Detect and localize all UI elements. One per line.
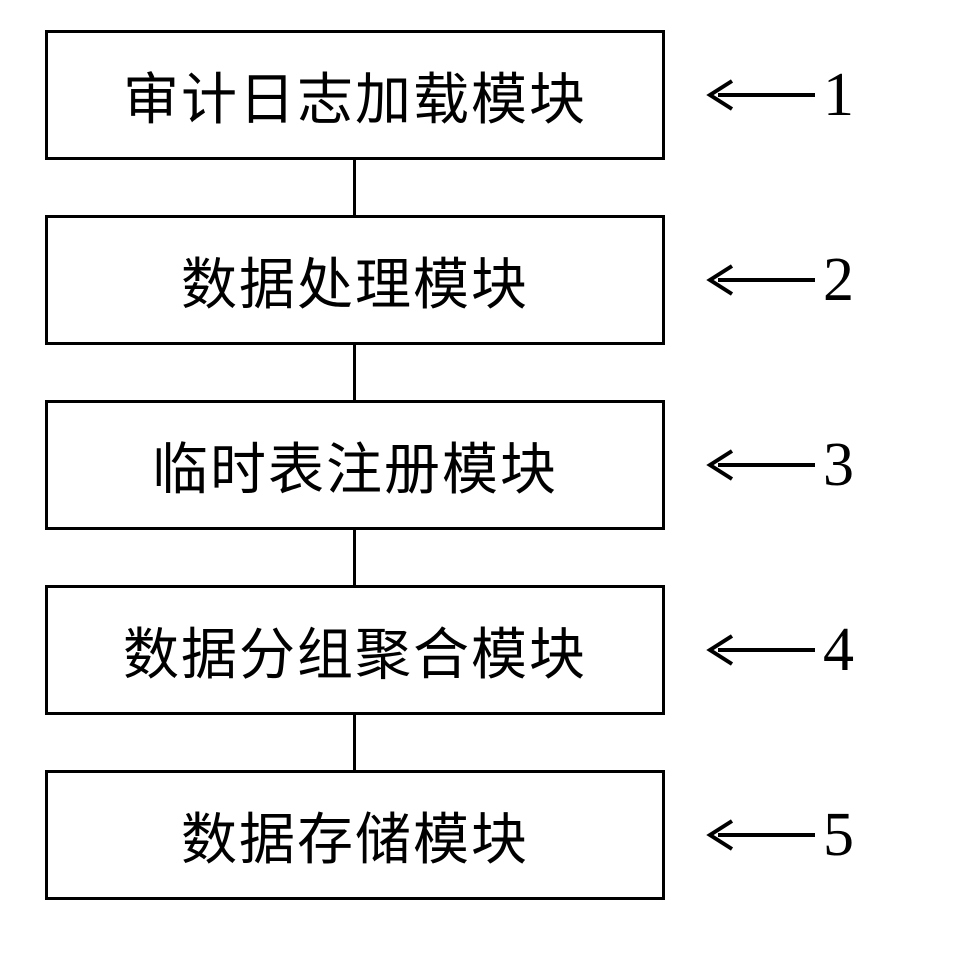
module-label-2: 数据处理模块: [181, 240, 529, 321]
module-row-5: 数据存储模块 5: [45, 770, 925, 900]
connector-4-5: [353, 715, 356, 770]
arrow-left-icon: [700, 445, 815, 485]
arrow-label-3: 3: [700, 430, 854, 501]
number-label-5: 5: [823, 800, 854, 871]
number-label-1: 1: [823, 60, 854, 131]
module-box-2: 数据处理模块: [45, 215, 665, 345]
number-label-4: 4: [823, 615, 854, 686]
module-box-1: 审计日志加载模块: [45, 30, 665, 160]
connector-3-4: [353, 530, 356, 585]
connector-2-3: [353, 345, 356, 400]
arrow-left-icon: [700, 260, 815, 300]
flowchart-diagram: 审计日志加载模块 1 数据处理模块 2 临时表注册模块: [45, 30, 925, 900]
module-row-3: 临时表注册模块 3: [45, 400, 925, 530]
module-row-2: 数据处理模块 2: [45, 215, 925, 345]
connector-1-2: [353, 160, 356, 215]
arrow-left-icon: [700, 815, 815, 855]
number-label-3: 3: [823, 430, 854, 501]
module-box-4: 数据分组聚合模块: [45, 585, 665, 715]
module-label-1: 审计日志加载模块: [123, 55, 587, 136]
arrow-label-5: 5: [700, 800, 854, 871]
arrow-label-4: 4: [700, 615, 854, 686]
module-label-4: 数据分组聚合模块: [123, 610, 587, 691]
number-label-2: 2: [823, 245, 854, 316]
arrow-label-1: 1: [700, 60, 854, 131]
module-label-5: 数据存储模块: [181, 795, 529, 876]
module-row-4: 数据分组聚合模块 4: [45, 585, 925, 715]
arrow-label-2: 2: [700, 245, 854, 316]
arrow-left-icon: [700, 630, 815, 670]
module-row-1: 审计日志加载模块 1: [45, 30, 925, 160]
module-box-3: 临时表注册模块: [45, 400, 665, 530]
module-box-5: 数据存储模块: [45, 770, 665, 900]
module-label-3: 临时表注册模块: [152, 425, 558, 506]
arrow-left-icon: [700, 75, 815, 115]
